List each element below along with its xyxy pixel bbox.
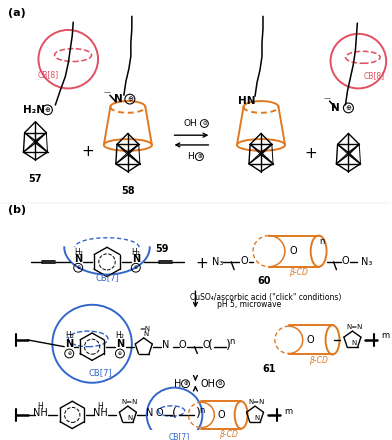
Text: ⊖: ⊖ bbox=[202, 121, 207, 126]
Text: H: H bbox=[38, 402, 43, 411]
Text: (b): (b) bbox=[8, 205, 26, 215]
Text: N=N: N=N bbox=[249, 399, 265, 405]
Text: N: N bbox=[132, 254, 140, 264]
Text: m: m bbox=[381, 331, 389, 341]
Text: —: — bbox=[103, 89, 111, 95]
Text: ⊕: ⊕ bbox=[134, 265, 138, 270]
Text: O: O bbox=[218, 410, 225, 420]
Text: pH 5, microwave: pH 5, microwave bbox=[217, 300, 281, 309]
Text: +: + bbox=[304, 146, 317, 161]
Text: m: m bbox=[284, 407, 292, 415]
Text: H₂: H₂ bbox=[131, 248, 140, 257]
Text: ⊕: ⊕ bbox=[197, 154, 202, 159]
Text: N: N bbox=[74, 254, 82, 264]
Text: N₃: N₃ bbox=[212, 257, 224, 267]
Text: N=N: N=N bbox=[346, 324, 363, 330]
Text: CB[7]: CB[7] bbox=[95, 273, 119, 282]
Text: H: H bbox=[187, 152, 194, 161]
Text: H₂: H₂ bbox=[116, 331, 124, 341]
Text: +: + bbox=[195, 257, 208, 271]
Text: β-CD: β-CD bbox=[289, 268, 308, 277]
Text: ⊖: ⊖ bbox=[218, 381, 223, 386]
Text: N: N bbox=[127, 415, 132, 421]
Text: ⊕: ⊕ bbox=[67, 351, 71, 356]
Text: N: N bbox=[331, 103, 340, 113]
Text: (: ( bbox=[208, 339, 213, 352]
Text: O: O bbox=[290, 246, 298, 256]
Text: N: N bbox=[162, 340, 169, 350]
Text: H₂N: H₂N bbox=[23, 105, 45, 115]
Text: =N: =N bbox=[139, 326, 150, 332]
Text: O: O bbox=[342, 256, 349, 266]
Text: 58: 58 bbox=[121, 186, 135, 196]
Text: N: N bbox=[114, 94, 122, 104]
Text: CB[8]: CB[8] bbox=[364, 71, 385, 80]
Text: ⊕: ⊕ bbox=[76, 265, 80, 270]
Text: (: ( bbox=[172, 407, 177, 421]
Text: O: O bbox=[240, 256, 248, 266]
Text: H: H bbox=[174, 379, 181, 389]
Text: CB[8]: CB[8] bbox=[38, 70, 59, 79]
Text: NH: NH bbox=[93, 408, 107, 418]
Text: CB[7]: CB[7] bbox=[88, 369, 112, 378]
Text: HN: HN bbox=[238, 96, 256, 106]
Text: —: — bbox=[324, 95, 331, 101]
Text: 60: 60 bbox=[257, 276, 271, 286]
Text: H₂: H₂ bbox=[74, 248, 83, 257]
Text: O: O bbox=[203, 340, 210, 350]
Text: N: N bbox=[116, 339, 124, 349]
Text: O: O bbox=[179, 340, 186, 350]
Text: n: n bbox=[319, 237, 324, 246]
Text: β-CD: β-CD bbox=[219, 430, 238, 439]
Text: N: N bbox=[254, 415, 260, 421]
Text: O: O bbox=[307, 335, 314, 345]
Text: CB[7]: CB[7] bbox=[169, 432, 190, 440]
Text: n: n bbox=[229, 337, 235, 346]
Text: H: H bbox=[97, 402, 103, 411]
Text: 61: 61 bbox=[262, 364, 276, 374]
Text: CuSO₄/ascorbic acid ("click" conditions): CuSO₄/ascorbic acid ("click" conditions) bbox=[190, 293, 342, 302]
Text: n: n bbox=[200, 406, 205, 414]
Text: ⊕: ⊕ bbox=[44, 107, 50, 113]
Text: H₂: H₂ bbox=[65, 331, 74, 341]
Text: β-CD: β-CD bbox=[309, 356, 328, 365]
Text: OH: OH bbox=[183, 119, 197, 128]
Text: ⊕: ⊕ bbox=[118, 351, 122, 356]
Text: NH: NH bbox=[33, 408, 48, 418]
Text: +: + bbox=[82, 144, 94, 159]
Text: 59: 59 bbox=[155, 244, 169, 254]
Text: N₃: N₃ bbox=[361, 257, 373, 267]
Text: ): ) bbox=[226, 339, 230, 352]
Text: N=N: N=N bbox=[122, 399, 138, 405]
Text: N: N bbox=[65, 339, 73, 349]
Text: N: N bbox=[146, 408, 153, 418]
Text: O: O bbox=[156, 408, 163, 418]
Text: ⊕: ⊕ bbox=[345, 105, 351, 111]
Text: (a): (a) bbox=[8, 8, 25, 18]
Text: N: N bbox=[352, 340, 357, 346]
Text: 57: 57 bbox=[29, 174, 42, 184]
Text: N: N bbox=[143, 331, 149, 337]
Text: OH: OH bbox=[201, 379, 216, 389]
Text: ⊕: ⊕ bbox=[183, 381, 188, 386]
Text: ⊕: ⊕ bbox=[127, 96, 133, 102]
Text: ): ) bbox=[196, 407, 201, 421]
